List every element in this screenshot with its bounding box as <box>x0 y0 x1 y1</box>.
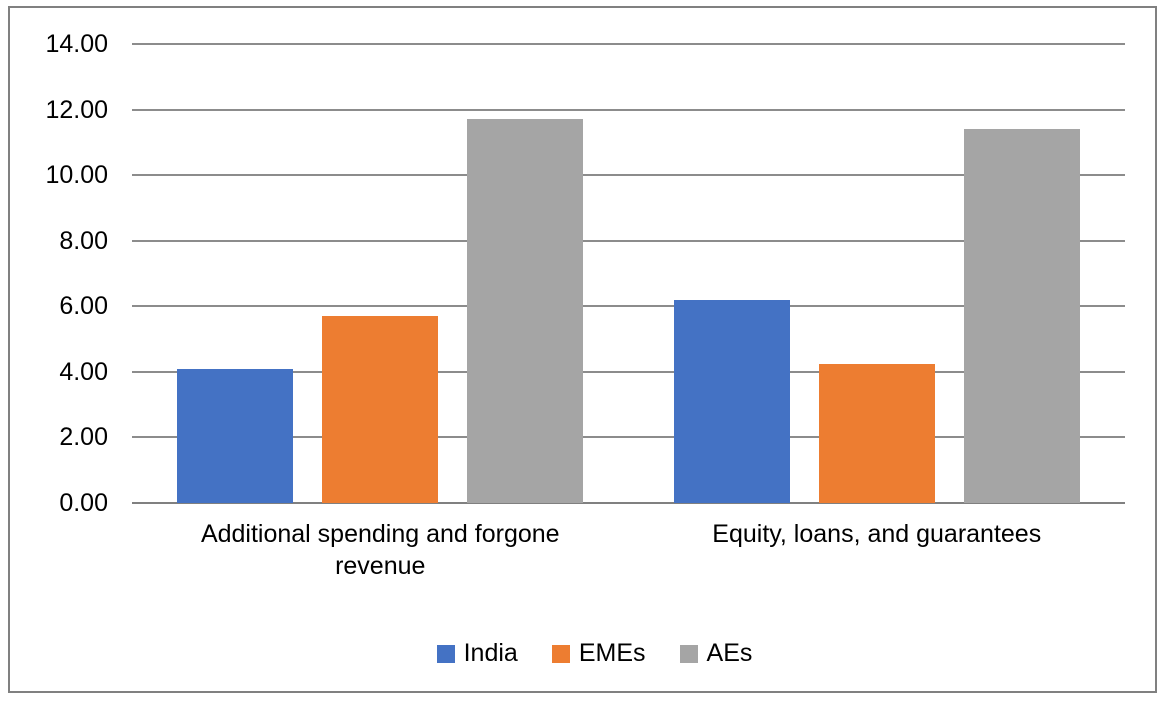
gridline-10 <box>132 174 1125 177</box>
bar-emes-group2 <box>818 363 935 503</box>
bar-india-group2 <box>673 299 790 503</box>
legend-swatch-india <box>436 644 455 663</box>
legend-label-emes: EMEs <box>578 639 646 667</box>
x-category-label-2: Equity, loans, and guarantees <box>712 520 1042 548</box>
gridline-8 <box>132 239 1125 242</box>
x-category-label-1: Additional spending and forgone revenue <box>200 520 560 580</box>
y-tick-label-8.00: 8.00 <box>59 226 108 255</box>
gridline-4 <box>132 370 1125 373</box>
gridline-14 <box>132 43 1125 45</box>
bar-india-group1 <box>177 368 294 503</box>
y-tick-label-4.00: 4.00 <box>59 357 108 386</box>
legend: India EMEs AEs <box>10 641 1169 666</box>
y-tick-label-14.00: 14.00 <box>45 30 108 58</box>
gridline-12 <box>132 108 1125 111</box>
y-tick-label-6.00: 6.00 <box>59 292 108 321</box>
x-axis-line <box>132 502 1125 504</box>
legend-label-india: India <box>463 639 518 667</box>
legend-swatch-aes <box>679 644 698 663</box>
y-tick-label-10.00: 10.00 <box>45 161 108 190</box>
legend-label-aes: AEs <box>706 639 753 667</box>
legend-swatch-emes <box>551 644 570 663</box>
chart-frame: 0.00 2.00 4.00 6.00 8.00 10.00 12.00 14.00 Addi… <box>8 6 1157 693</box>
bar-emes-group1 <box>322 316 439 503</box>
legend-item-india: India <box>436 639 518 667</box>
gridline-2 <box>132 436 1125 439</box>
bar-aes-group2 <box>963 129 1080 503</box>
bar-aes-group1 <box>467 119 584 503</box>
y-tick-label-2.00: 2.00 <box>59 423 108 452</box>
y-tick-label-12.00: 12.00 <box>45 95 108 124</box>
y-tick-label-0.00: 0.00 <box>59 489 108 517</box>
gridline-6 <box>132 305 1125 308</box>
legend-item-emes: EMEs <box>551 639 646 667</box>
legend-item-aes: AEs <box>679 639 753 667</box>
